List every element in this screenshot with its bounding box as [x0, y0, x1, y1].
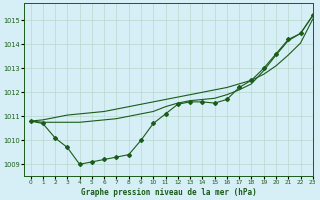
X-axis label: Graphe pression niveau de la mer (hPa): Graphe pression niveau de la mer (hPa): [81, 188, 256, 197]
